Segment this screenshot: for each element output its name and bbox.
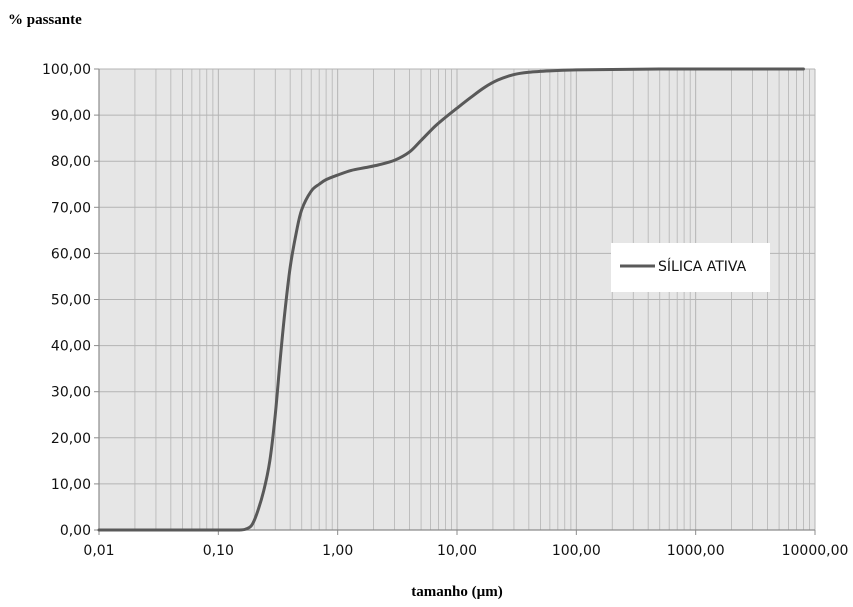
y-axis-label: % passante (8, 12, 82, 28)
x-tick-label: 0,10 (203, 543, 234, 559)
x-tick-labels: 0,01 0,10 1,00 10,00 100,00 1000,00 10000,00 (83, 530, 848, 559)
y-tick-labels: 0,00 10,00 20,00 30,00 40,00 50,00 60,00 70,00 8… (42, 62, 99, 539)
x-tick-label: 10000,00 (782, 543, 849, 559)
y-tick-label: 0,00 (60, 523, 91, 539)
x-tick-label: 0,01 (83, 543, 114, 559)
series-line-silica-ativa (97, 67, 805, 532)
legend: SÍLICA ATIVA (611, 243, 770, 292)
x-tick-label: 1,00 (322, 543, 353, 559)
y-tick-label: 90,00 (51, 108, 91, 124)
y-tick-label: 80,00 (51, 154, 91, 170)
y-tick-label: 30,00 (51, 385, 91, 401)
y-tick-label: 20,00 (51, 431, 91, 447)
x-tick-label: 100,00 (552, 543, 601, 559)
x-tick-label: 1000,00 (667, 543, 725, 559)
y-tick-label: 60,00 (51, 246, 91, 262)
y-tick-label: 100,00 (42, 62, 91, 78)
legend-label: SÍLICA ATIVA (658, 258, 747, 275)
y-tick-label: 40,00 (51, 339, 91, 355)
x-tick-label: 10,00 (437, 543, 477, 559)
x-axis-label: tamanho (µm) (411, 584, 503, 600)
y-tick-label: 70,00 (51, 200, 91, 216)
y-tick-label: 10,00 (51, 477, 91, 493)
y-tick-label: 50,00 (51, 293, 91, 309)
grid-lines (98, 68, 816, 531)
